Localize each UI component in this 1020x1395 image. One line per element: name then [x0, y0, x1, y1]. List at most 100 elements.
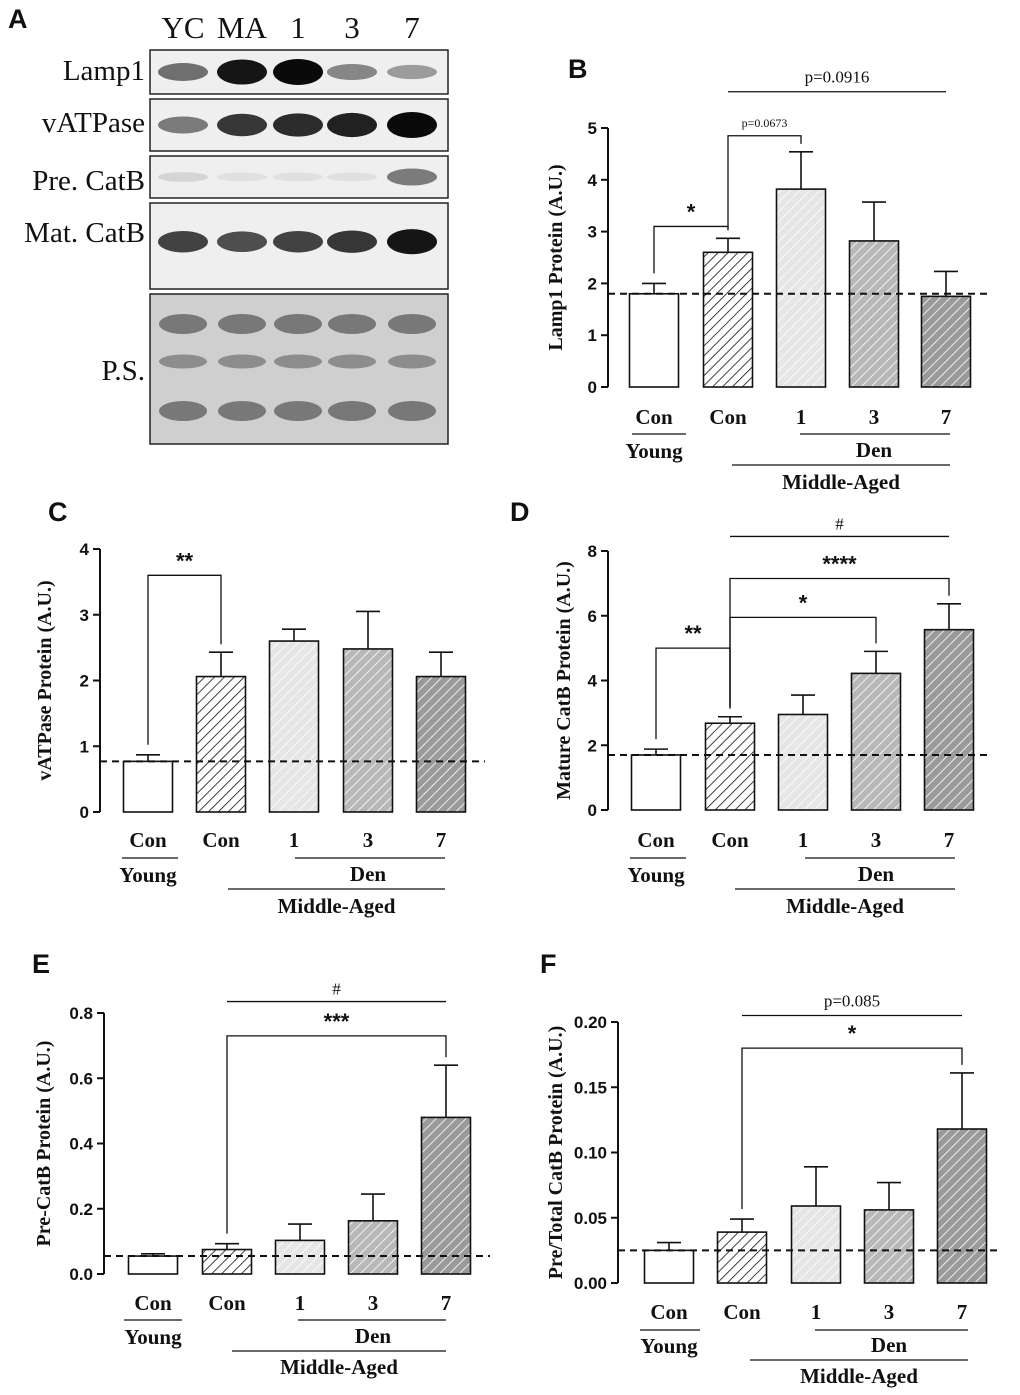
blot-band — [274, 354, 322, 369]
significance-label: # — [835, 514, 844, 533]
panel-label-d: D — [510, 497, 530, 527]
den-group-label: Den — [858, 862, 894, 886]
y-tick-label: 0.15 — [574, 1078, 607, 1097]
x-category-label: 7 — [941, 405, 952, 429]
blot-band — [273, 172, 323, 182]
blot-band — [327, 112, 377, 138]
blot-band — [387, 64, 437, 80]
x-category-label: Con — [709, 405, 747, 429]
x-category-label: 1 — [796, 405, 807, 429]
x-category-label: Con — [635, 405, 673, 429]
significance-bracket — [727, 135, 802, 229]
young-group-label: Young — [124, 1325, 182, 1349]
blot-band — [217, 231, 267, 252]
den-group-label: Den — [355, 1324, 391, 1348]
bar-1 — [704, 722, 756, 811]
middle-aged-group-label: Middle-Aged — [280, 1355, 398, 1379]
x-category-label: Con — [711, 828, 749, 852]
den-group-label: Den — [856, 438, 892, 462]
chart-panel-f: F 0.00 0.05 0.10 0.15 0.20 Pre/Total CatB Prot… — [540, 949, 1002, 1388]
bar-2 — [268, 640, 320, 813]
bar-4 — [920, 295, 972, 388]
x-category-label: 7 — [957, 1300, 968, 1324]
x-category-label: 3 — [869, 405, 880, 429]
y-tick-label: 0.05 — [574, 1209, 607, 1228]
y-tick-label: 0 — [588, 378, 597, 397]
bar-2 — [274, 1239, 326, 1275]
x-category-label: Con — [202, 828, 240, 852]
middle-aged-group-label: Middle-Aged — [782, 470, 900, 494]
x-category-label: Con — [637, 828, 675, 852]
panel-label-b: B — [568, 54, 588, 84]
bar-3 — [342, 648, 394, 813]
blot-band — [158, 230, 208, 253]
y-tick-label: 0.0 — [69, 1265, 93, 1284]
blot-row-label: Lamp1 — [63, 55, 145, 87]
significance-label: p=0.0673 — [742, 116, 788, 130]
young-group-label: Young — [625, 439, 683, 463]
blot-row-1: vATPase — [42, 98, 449, 152]
significance-label: **** — [822, 552, 857, 577]
y-tick-label: 2 — [80, 672, 89, 691]
bar-0 — [630, 754, 682, 811]
blot-band — [388, 401, 436, 421]
blot-row-0: Lamp1 — [63, 49, 449, 95]
x-category-label: Con — [208, 1291, 246, 1315]
blot-band — [218, 401, 266, 421]
blot-band — [217, 172, 267, 182]
significance-bracket — [226, 1035, 447, 1234]
x-category-label: Con — [129, 828, 167, 852]
significance-label: ** — [176, 548, 194, 573]
y-tick-label: 1 — [588, 326, 597, 345]
blot-band — [387, 112, 437, 138]
blot-band — [327, 230, 377, 253]
blot-row-2: Pre. CatB — [32, 155, 449, 199]
bar-2 — [790, 1205, 842, 1284]
y-axis-label: Pre-CatB Protein (A.U.) — [33, 1041, 55, 1247]
blot-band — [328, 354, 376, 369]
lane-label-0: YC — [161, 10, 204, 45]
blot-band — [159, 314, 207, 334]
chart-panel-c: C 0 1 2 3 4 vATPase Protein (A.U.) ** Con Con 1 3 7 Y… — [34, 497, 485, 918]
young-group-label: Young — [627, 863, 685, 887]
significance-bracket — [741, 1047, 963, 1210]
x-category-label: 7 — [944, 828, 955, 852]
blot-row-label: Pre. CatB — [32, 165, 145, 197]
blot-band — [327, 63, 377, 81]
y-tick-label: 4 — [588, 171, 598, 190]
western-blot-panel: A YC MA 1 3 7 Lamp1 vATPase Pre. CatB Mat. CatB… — [8, 4, 449, 445]
blot-band — [327, 172, 377, 182]
significance-label: * — [687, 199, 696, 224]
x-category-label: 1 — [811, 1300, 822, 1324]
blot-band — [158, 63, 208, 81]
bar-0 — [628, 292, 680, 388]
bar-3 — [347, 1220, 399, 1275]
significance-bracket — [729, 577, 950, 707]
x-category-label: 1 — [798, 828, 809, 852]
y-tick-label: 3 — [80, 606, 89, 625]
bar-3 — [863, 1209, 915, 1284]
y-tick-label: 0.8 — [69, 1004, 93, 1023]
blot-band — [274, 401, 322, 421]
blot-row-4: P.S. — [101, 293, 449, 445]
bar-4 — [936, 1128, 988, 1284]
panel-label-f: F — [540, 949, 557, 979]
blot-band — [274, 314, 322, 334]
y-tick-label: 0.10 — [574, 1144, 607, 1163]
y-tick-label: 4 — [80, 540, 90, 559]
x-category-label: 1 — [295, 1291, 306, 1315]
panel-label-c: C — [48, 497, 68, 527]
x-category-label: Con — [134, 1291, 172, 1315]
significance-label: * — [799, 590, 808, 615]
den-group-label: Den — [350, 862, 386, 886]
y-tick-label: 0 — [80, 803, 89, 822]
young-group-label: Young — [640, 1334, 698, 1358]
y-axis-label: Lamp1 Protein (A.U.) — [545, 164, 567, 350]
bar-0 — [122, 760, 174, 813]
bar-1 — [201, 1248, 253, 1275]
blot-band — [273, 230, 323, 253]
y-axis-label: Mature CatB Protein (A.U.) — [553, 561, 575, 800]
bar-1 — [716, 1231, 768, 1284]
middle-aged-group-label: Middle-Aged — [800, 1364, 918, 1388]
